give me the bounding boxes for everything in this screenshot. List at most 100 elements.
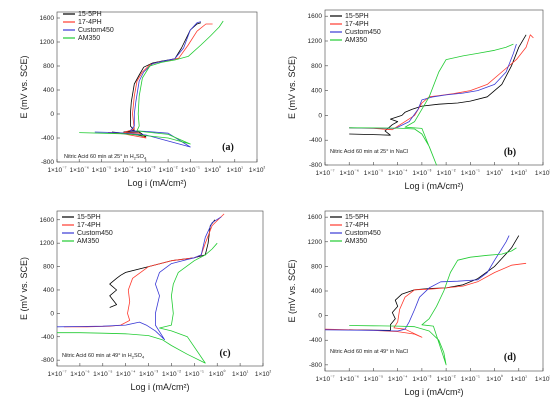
x-tick-label: 1×10⁻⁶ [70,370,89,379]
x-tick-label: 1×10⁻² [437,375,456,384]
y-tick-label: 800 [43,63,54,70]
legend-entry: AM350 [345,238,367,245]
series-line-custom450 [349,43,517,129]
x-tick-label: 1×10⁻⁶ [340,375,359,384]
y-axis-label: E (mV vs. SCE) [287,56,297,119]
series-line-am350 [57,242,218,364]
legend-entry: 15-5PH [345,13,369,20]
x-tick-label: 1×10² [249,166,266,175]
y-tick-label: 1200 [40,240,55,247]
y-tick-label: 1600 [40,15,55,22]
x-tick-label: 1×10⁻⁴ [388,375,407,384]
y-tick-label: 0 [318,313,322,320]
x-tick-label: 1×10⁰ [209,370,226,379]
panel-label: (d) [504,352,516,363]
y-axis-label: E (mV vs. SCE) [287,259,297,322]
y-tick-label: 400 [43,287,54,294]
x-axis-label: Log i (mA/cm²) [130,382,189,392]
series-line-15-5ph [109,219,216,308]
legend-entry: 15-5PH [78,11,102,18]
panel-label: (a) [222,142,234,153]
x-tick-label: 1×10⁻⁷ [47,166,66,175]
y-tick-label: -800 [41,159,54,166]
panel-label: (b) [504,147,516,158]
x-tick-label: 1×10¹ [511,169,528,178]
x-tick-label: 1×10⁰ [486,169,503,178]
y-tick-label: -800 [41,357,54,364]
y-tick-label: -400 [41,135,54,142]
y-axis-label: E (mV vs. SCE) [19,55,29,118]
plot-frame [56,11,258,163]
panel-label: (c) [219,348,230,359]
legend-entry: 17-4PH [345,21,369,28]
x-tick-label: 1×10⁰ [486,375,503,384]
plot-frame [56,210,264,367]
x-tick-label: 1×10⁻² [159,166,178,175]
y-tick-label: 400 [43,87,54,94]
x-tick-label: 1×10¹ [227,166,244,175]
y-tick-label: -800 [309,362,322,369]
y-tick-label: 1600 [40,217,55,224]
chart-panel-d: 1×10⁻⁷ 1×10⁻⁶ 1×10⁻⁵ 1×10⁻⁴ 1×10⁻³ 1×10⁻² 1×10… [287,210,550,397]
legend-entry: 15-5PH [345,214,369,221]
x-tick-label: 1×10⁻¹ [461,169,480,178]
x-tick-label: 1×10¹ [232,370,249,379]
y-axis-label: E (mV vs. SCE) [19,257,29,320]
chart-annotation: Nitric Acid 60 min at 25° in NaCl [330,149,408,155]
legend-entry: Custom450 [77,230,113,237]
x-axis-label: Log i (mA/cm²) [127,178,186,188]
x-tick-label: 1×10⁻³ [412,375,431,384]
y-tick-label: -800 [309,162,322,169]
series-line-15-5ph [349,34,527,136]
x-tick-label: 1×10⁻⁶ [340,169,359,178]
x-tick-label: 1×10⁻⁵ [364,375,383,384]
x-tick-label: 1×10⁻⁴ [116,370,135,379]
y-tick-label: 1200 [40,39,55,46]
x-tick-label: 1×10² [535,169,550,178]
x-tick-label: 1×10⁻⁵ [92,166,111,175]
x-tick-label: 1×10⁻⁷ [315,169,334,178]
y-tick-label: 1200 [308,38,323,45]
x-tick-label: 1×10⁻³ [139,370,158,379]
legend-entry: 17-4PH [78,19,102,26]
y-tick-label: -400 [41,334,54,341]
chart-annotation: Nitric Acid 60 min at 49° in NaCl [330,349,408,355]
x-tick-label: 1×10⁰ [204,166,221,175]
x-tick-label: 1×10² [535,375,550,384]
y-tick-label: 800 [311,63,322,70]
legend-entry: Custom450 [345,230,381,237]
chart-panel-c: 1×10⁻⁷ 1×10⁻⁶ 1×10⁻⁵ 1×10⁻⁴ 1×10⁻³ 1×10⁻² 1×10… [19,210,271,392]
x-tick-label: 1×10⁻⁶ [70,166,89,175]
x-axis-label: Log i (mA/cm²) [404,387,463,397]
x-tick-label: 1×10⁻⁴ [114,166,133,175]
y-tick-label: 400 [311,288,322,295]
y-tick-label: 0 [318,112,322,119]
legend-entry: AM350 [77,238,99,245]
x-tick-label: 1×10⁻⁵ [93,370,112,379]
y-tick-label: 1600 [308,214,323,221]
x-tick-label: 1×10⁻³ [136,166,155,175]
x-tick-label: 1×10⁻⁵ [364,169,383,178]
y-tick-label: -400 [309,337,322,344]
chart-annotation: Nitric Acid 60 min at 25° in H2SO4 [64,154,147,161]
series-line-15-5ph [349,235,520,331]
series-line-17-4ph [108,23,213,139]
y-tick-label: 800 [311,263,322,270]
legend-entry: Custom450 [345,29,381,36]
series-line-17-4ph [324,262,527,338]
x-tick-label: 1×10⁻¹ [185,370,204,379]
x-tick-label: 1×10¹ [511,375,528,384]
legend-entry: AM350 [78,35,100,42]
legend-entry: 17-4PH [77,222,101,229]
x-tick-label: 1×10⁻⁷ [47,370,66,379]
series-line-custom450 [56,216,222,341]
x-tick-label: 1×10⁻⁴ [388,169,407,178]
x-tick-label: 1×10⁻⁷ [315,375,334,384]
y-tick-label: 0 [50,111,54,118]
legend-entry: 17-4PH [345,222,369,229]
